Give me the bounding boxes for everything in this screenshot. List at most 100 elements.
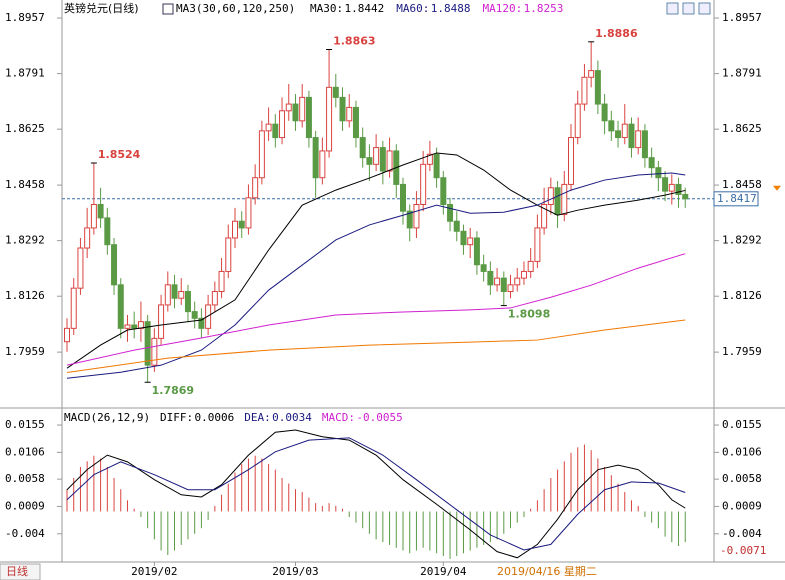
legend-name: MA120 bbox=[483, 2, 516, 15]
legend-name: MA30 bbox=[310, 2, 337, 15]
crosshair-date: 2019/04/16 星期二 bbox=[497, 565, 597, 578]
legend-value: 0.0034 bbox=[272, 411, 312, 424]
candle-body bbox=[554, 187, 561, 216]
candle-body bbox=[171, 284, 178, 299]
y-tick-label: 1.8625 bbox=[5, 122, 45, 135]
annotation: 1.8524 bbox=[98, 148, 141, 161]
candle-body bbox=[594, 70, 601, 105]
last-price-arrow bbox=[773, 185, 781, 191]
candle-body bbox=[413, 203, 420, 229]
candle-body bbox=[635, 130, 642, 149]
legend-sep: : bbox=[423, 2, 430, 15]
candle-body bbox=[514, 277, 521, 286]
candle-body bbox=[131, 324, 138, 329]
y-tick-label: 1.8126 bbox=[5, 289, 45, 302]
y-tick-label: 1.8292 bbox=[5, 234, 45, 247]
legend-sep: : bbox=[187, 411, 194, 424]
candle-body bbox=[299, 96, 306, 122]
toolbar bbox=[666, 2, 711, 15]
y-tick-label: -0.004 bbox=[722, 527, 762, 540]
macd-label: MACD(26,12,9) bbox=[64, 411, 150, 424]
y-tick-label: 1.7959 bbox=[5, 345, 45, 358]
period-tab-label[interactable]: 日线 bbox=[6, 564, 28, 578]
candle-body bbox=[601, 103, 608, 122]
ma-line bbox=[66, 172, 686, 379]
candle-body bbox=[70, 287, 77, 329]
legend-name: MA60 bbox=[396, 2, 423, 15]
y-tick-label: 1.7959 bbox=[722, 345, 762, 358]
candle-body bbox=[655, 167, 662, 179]
y-tick-label: 0.0058 bbox=[722, 472, 762, 485]
tool-button[interactable] bbox=[666, 2, 679, 15]
candle-body bbox=[252, 177, 259, 199]
candle-body bbox=[218, 270, 225, 293]
candle-body bbox=[319, 150, 326, 179]
x-tick-label: 2019/03 bbox=[272, 565, 318, 578]
candle-body bbox=[440, 177, 447, 205]
annotation: 1.8863 bbox=[333, 35, 375, 48]
candle-body bbox=[547, 187, 554, 205]
candle-body bbox=[104, 217, 111, 246]
candle-body bbox=[400, 183, 406, 212]
y-tick-label: 1.8458 bbox=[5, 178, 45, 191]
y-tick-label: 0.0106 bbox=[722, 445, 762, 458]
candle-body bbox=[494, 277, 501, 286]
candle-body bbox=[184, 291, 191, 313]
period-tab[interactable] bbox=[0, 563, 41, 580]
y-tick-label: 1.8957 bbox=[5, 11, 45, 24]
candle-body bbox=[473, 237, 480, 266]
candle-body bbox=[164, 284, 171, 306]
y-tick-label: 0.0009 bbox=[722, 499, 762, 512]
candle-body bbox=[111, 244, 118, 286]
candle-body bbox=[668, 183, 675, 192]
legend-sep: : bbox=[516, 2, 523, 15]
y-tick-label: 0.0155 bbox=[5, 418, 45, 431]
y-tick-label: 1.8791 bbox=[5, 67, 45, 80]
legend-name: DIFF bbox=[160, 411, 187, 424]
x-tick-label: 2019/04 bbox=[420, 565, 467, 578]
candle-body bbox=[568, 137, 574, 185]
y-tick-label: 1.8791 bbox=[722, 67, 762, 80]
candle-body bbox=[500, 277, 507, 293]
candle-body bbox=[305, 96, 312, 139]
last-price-box bbox=[713, 191, 759, 207]
tool-button[interactable] bbox=[698, 2, 711, 15]
y-tick-label: 1.8625 bbox=[722, 122, 762, 135]
macd-marker: -0.0071 bbox=[720, 544, 766, 557]
y-tick-label: 1.8957 bbox=[722, 11, 762, 24]
macd-line bbox=[66, 429, 686, 559]
candle-body bbox=[366, 157, 373, 165]
candle-body bbox=[211, 291, 218, 306]
candle-body bbox=[379, 147, 386, 172]
y-tick-label: 0.0106 bbox=[5, 445, 45, 458]
candle-body bbox=[124, 324, 131, 329]
macd-legend: DIFF:0.0006 DEA:0.0034 MACD: -0.0055 bbox=[160, 411, 403, 424]
candle-body bbox=[238, 220, 245, 229]
candle-body bbox=[272, 123, 279, 139]
candle-body bbox=[480, 264, 487, 272]
candle-body bbox=[285, 103, 292, 112]
candle-body bbox=[447, 203, 454, 222]
candle-body bbox=[581, 76, 588, 105]
candle-body bbox=[178, 291, 185, 299]
annotation: 1.8098 bbox=[508, 308, 550, 321]
legend-name: DEA bbox=[244, 411, 264, 424]
candle-body bbox=[541, 203, 548, 229]
candle-body bbox=[534, 227, 541, 262]
candle-body bbox=[352, 106, 359, 139]
ma-line bbox=[66, 253, 686, 366]
legend-name: MACD bbox=[322, 411, 349, 424]
tool-button[interactable] bbox=[682, 2, 695, 15]
macd-line bbox=[66, 437, 686, 551]
candle-body bbox=[359, 137, 366, 159]
candle-body bbox=[97, 203, 104, 219]
legend-value: 0.0006 bbox=[195, 411, 235, 424]
candle-body bbox=[608, 120, 615, 132]
candle-body bbox=[433, 153, 440, 179]
legend-sep: : bbox=[337, 2, 344, 15]
candle-body bbox=[332, 86, 339, 98]
candle-body bbox=[279, 110, 286, 139]
candle-body bbox=[467, 237, 474, 246]
